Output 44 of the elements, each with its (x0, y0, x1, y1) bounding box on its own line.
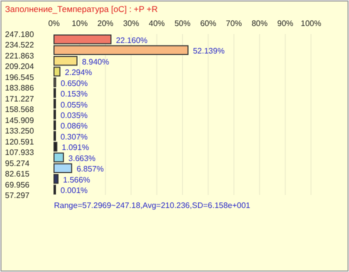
x-tick-label: 100% (300, 19, 322, 28)
y-tick-label: 196.545 (5, 72, 34, 82)
x-tick-label: 70% (226, 19, 242, 28)
y-tick-label: 107.933 (5, 148, 34, 158)
x-tick-label: 30% (123, 19, 140, 28)
x-tick-label: 90% (277, 19, 294, 28)
data-label: 0.153% (60, 90, 88, 99)
data-label: 1.091% (62, 143, 89, 152)
data-label: 0.307% (60, 132, 88, 142)
x-tick-label: 60% (200, 19, 216, 28)
x-tick-label: 40% (148, 19, 165, 28)
y-tick-label: 247.180 (5, 30, 34, 39)
x-tick-label: 20% (97, 19, 114, 28)
data-label: 1.566% (63, 175, 90, 184)
data-label: 3.663% (68, 154, 96, 163)
y-tick-label: 133.250 (5, 126, 34, 136)
y-tick-label: 158.568 (5, 105, 34, 114)
y-tick-label: 145.909 (5, 116, 34, 125)
chart-title: Заполнение_Температура [oC] : +P +R (5, 4, 158, 14)
y-tick-label: 57.297 (5, 191, 30, 200)
data-label: 22.160% (116, 36, 148, 45)
data-label: 0.035% (60, 111, 88, 120)
data-label: 0.086% (60, 122, 88, 131)
x-tick-label: 50% (174, 19, 191, 28)
x-tick-label: 10% (72, 19, 88, 28)
y-tick-label: 95.274 (5, 158, 30, 168)
data-label: 0.650% (60, 78, 88, 88)
data-label: 52.139% (192, 46, 225, 56)
data-label: 8.940% (82, 57, 110, 66)
x-tick-label: 0% (48, 19, 60, 28)
data-label: 0.055% (60, 100, 88, 110)
y-tick-label: 120.591 (5, 137, 34, 146)
y-tick-label: 69.956 (5, 180, 30, 190)
data-label: 2.294% (64, 68, 92, 78)
y-tick-label: 171.227 (5, 94, 34, 104)
y-tick-label: 221.863 (5, 51, 34, 60)
y-tick-label: 183.886 (5, 84, 34, 93)
y-tick-label: 209.204 (5, 62, 34, 72)
y-tick-label: 234.522 (5, 40, 34, 50)
data-label: 6.857% (76, 164, 104, 174)
x-tick-label: 80% (252, 19, 268, 28)
text: Range=57.2969~247.18,Avg=210.236,SD=6.158e+001 (54, 201, 251, 210)
data-label: 0.001% (60, 186, 88, 196)
y-tick-label: 82.615 (5, 170, 30, 179)
